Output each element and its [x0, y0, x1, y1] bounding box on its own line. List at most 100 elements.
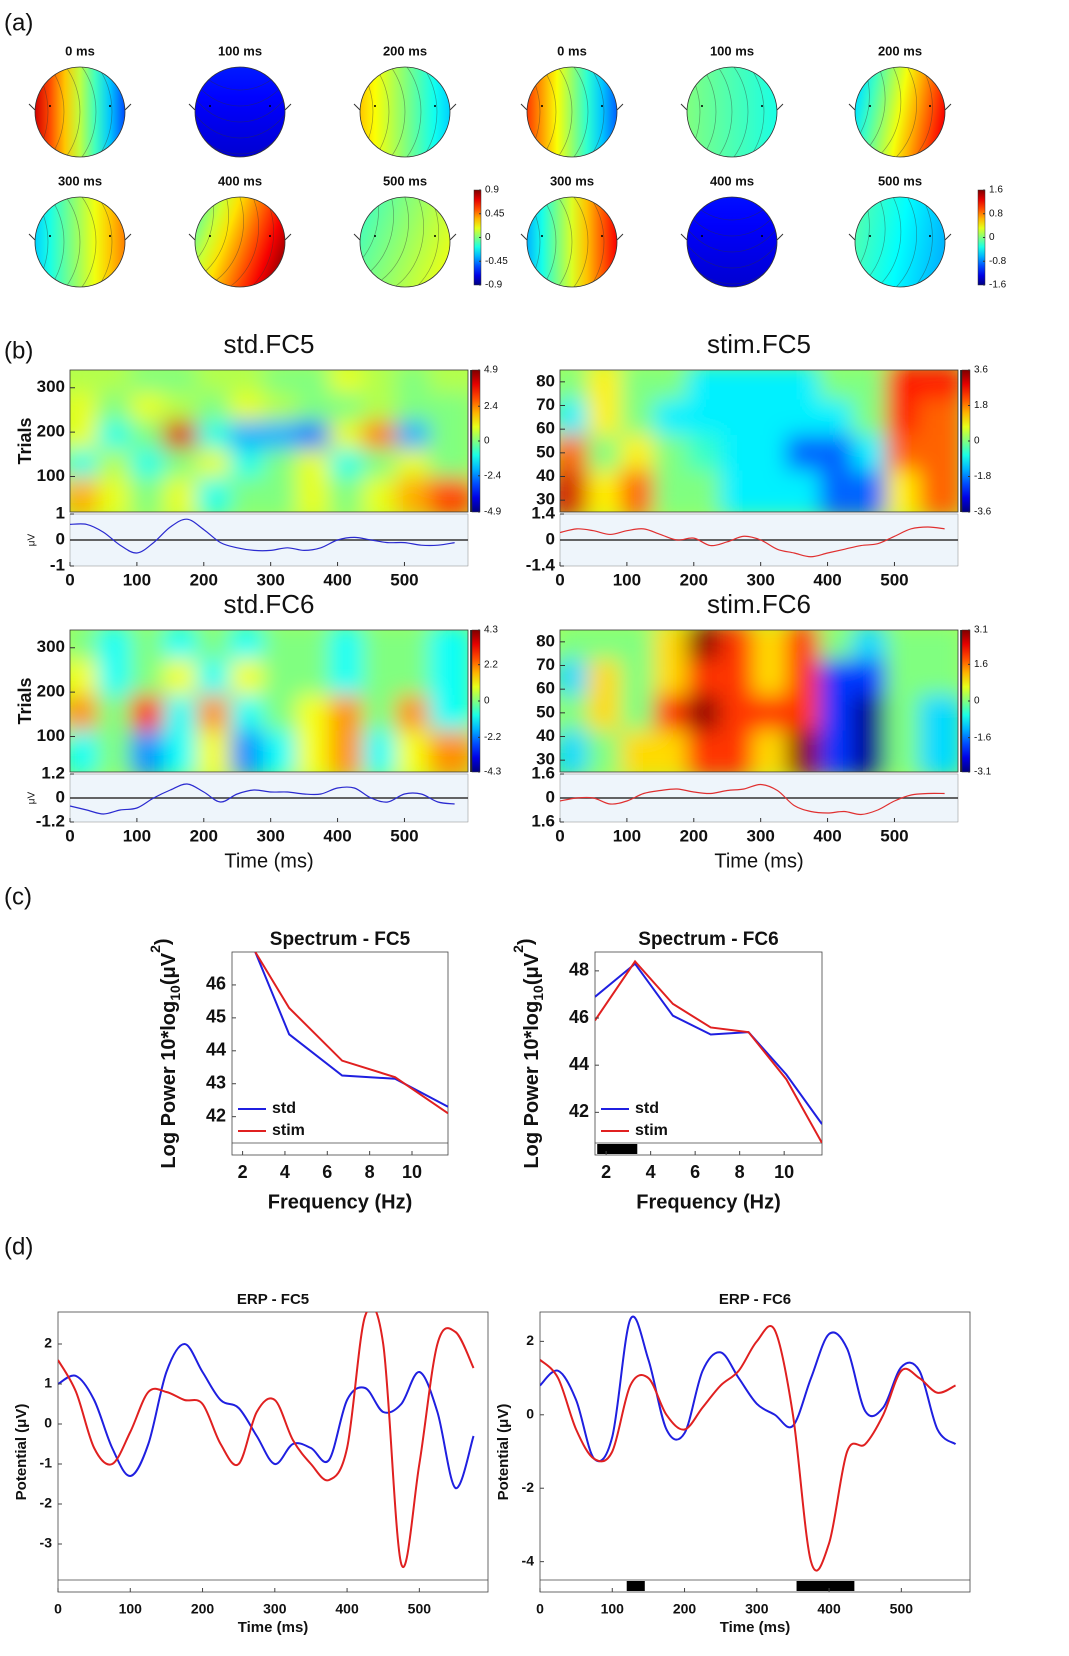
y-tick-label: 1.2 — [41, 763, 65, 782]
contour-line — [35, 67, 65, 157]
contour-line — [855, 197, 886, 287]
y-axis-label: Log Power 10*log10(μV2) — [147, 938, 183, 1168]
colorbar-tick-label: 0.8 — [989, 208, 1003, 219]
contour-line — [360, 197, 425, 287]
electrode — [109, 235, 111, 237]
electrode — [929, 235, 931, 237]
ear — [188, 103, 196, 111]
ear — [124, 103, 132, 111]
x-tick-label: 200 — [680, 826, 708, 845]
colorbar-tick-label: 0 — [989, 232, 995, 243]
y-tick-label: -1 — [40, 1455, 53, 1471]
contour-line — [195, 67, 285, 155]
contour-line — [527, 197, 541, 287]
electrode — [761, 235, 763, 237]
topomap — [359, 196, 451, 288]
topomap-time: 500 ms — [383, 173, 427, 188]
contour-line — [855, 67, 902, 157]
contour-line — [687, 67, 749, 157]
y-tick-label: 0 — [546, 787, 555, 806]
contour-line — [855, 67, 870, 157]
y-tick-label: 200 — [37, 682, 65, 701]
x-tick-label: 2 — [601, 1162, 611, 1182]
y-tick-label: 42 — [206, 1105, 226, 1125]
contour-line — [855, 197, 870, 287]
y-tick-label: 1.6 — [531, 763, 555, 782]
legend-label: std — [635, 1100, 659, 1117]
colorbar-tick-label: 1.8 — [974, 400, 988, 411]
x-tick-label: 0 — [536, 1601, 544, 1617]
plot-frame — [539, 1311, 971, 1593]
ear — [284, 103, 292, 111]
contours — [360, 67, 438, 157]
y-tick-label: 30 — [536, 490, 555, 509]
ear — [188, 233, 196, 241]
chart-title: stim.FC6 — [707, 589, 811, 619]
colorbar-tick-label: 0 — [484, 436, 490, 447]
y-axis-label-part: (μV — [158, 952, 180, 985]
series-group — [540, 1315, 957, 1572]
y-tick-label: 100 — [37, 466, 65, 485]
contour-line — [35, 197, 49, 287]
contour-line — [35, 197, 81, 287]
colorbar-tick-label: -0.9 — [485, 280, 503, 291]
y-tick-label: 1 — [44, 1375, 52, 1391]
x-axis-label: Time (ms) — [714, 850, 803, 872]
y-tick-label: 46 — [206, 974, 226, 994]
y-tick-label: -1.2 — [36, 811, 65, 830]
contour-line — [35, 67, 113, 157]
topomap-time: 300 ms — [550, 173, 594, 188]
x-axis-label: Time (ms) — [238, 1619, 309, 1636]
x-tick-label: 300 — [746, 570, 774, 589]
plot-frame — [559, 629, 959, 773]
contour-line — [855, 67, 886, 157]
electrode — [869, 105, 871, 107]
x-tick-label: 100 — [613, 826, 641, 845]
contours — [527, 197, 605, 287]
ear — [520, 103, 528, 111]
contour-line — [35, 67, 81, 157]
contour-line — [855, 197, 933, 287]
contour-line — [527, 197, 557, 287]
x-tick-label: 200 — [191, 1601, 215, 1617]
contour-line — [195, 67, 285, 91]
x-tick-label: 0 — [555, 570, 564, 589]
contour-line — [195, 197, 229, 287]
ear — [28, 233, 36, 241]
y-axis-label-part: 10 — [167, 985, 183, 1001]
y-tick-label: 44 — [206, 1040, 226, 1060]
x-tick-label: 100 — [123, 570, 151, 589]
colorbar-tick-label: -2.4 — [484, 470, 502, 481]
contour-line — [35, 67, 97, 157]
y-tick-label: -4 — [522, 1552, 535, 1568]
contour-line — [360, 67, 438, 157]
y-tick-label: 43 — [206, 1072, 226, 1092]
topomap-time: 100 ms — [710, 43, 754, 58]
series-line — [559, 783, 945, 816]
colorbar-tick-label: 0 — [484, 696, 490, 707]
contour-line — [687, 197, 777, 285]
contour-line — [687, 197, 777, 269]
x-tick-label: 8 — [735, 1162, 745, 1182]
contour-line — [195, 67, 285, 123]
contour-line — [687, 197, 777, 221]
colorbar-tick-label: 3.6 — [974, 365, 988, 376]
x-tick-label: 100 — [613, 570, 641, 589]
ear — [616, 233, 624, 241]
ear — [124, 233, 132, 241]
colorbar-tick-label: -1.8 — [974, 471, 992, 482]
legend-label: std — [272, 1100, 296, 1117]
contour-line — [360, 67, 390, 157]
colorbar-tick-label: 0 — [974, 696, 980, 707]
ear — [944, 233, 952, 241]
y-tick-label: 1.6 — [531, 811, 555, 830]
contour-line — [195, 197, 244, 287]
y-tick-label: 50 — [536, 442, 555, 461]
contours — [527, 67, 605, 157]
x-tick-label: 400 — [323, 826, 351, 845]
y-tick-label: 30 — [536, 750, 555, 769]
contour-line — [687, 197, 777, 253]
series-line — [559, 526, 945, 558]
contours — [855, 197, 933, 287]
contour-line — [687, 67, 717, 157]
